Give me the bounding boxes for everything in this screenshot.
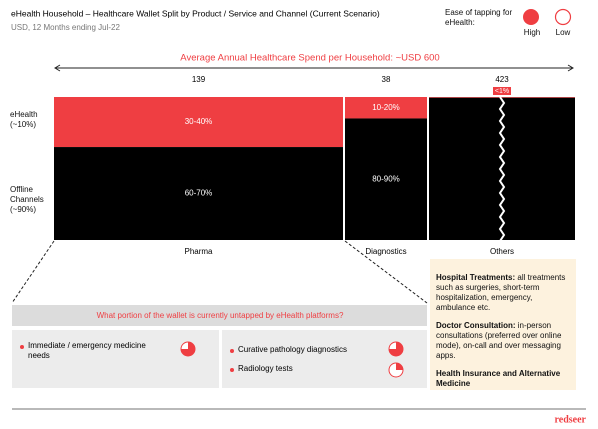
row-label: eHealth (~10%)	[10, 110, 38, 129]
ease-pie	[396, 363, 403, 370]
note-text: in-person consultations (preferred over …	[436, 321, 562, 360]
brand-logo: redseer	[555, 414, 587, 425]
legend-low-label: Low	[555, 28, 571, 37]
untapped-text: Radiology tests	[238, 364, 293, 373]
untapped-box	[12, 330, 219, 388]
value-label: <1%	[495, 88, 509, 95]
note-text: all treatments such as surgeries, short-…	[436, 273, 566, 312]
note-item: Doctor Consultation: in-person consultat…	[436, 321, 572, 361]
dashed-connector	[344, 240, 428, 304]
bullet	[230, 368, 234, 372]
dashed-connector	[11, 240, 55, 304]
legend-title: Ease of tapping for eHealth:	[445, 8, 513, 27]
others-note-box	[430, 259, 576, 390]
question-box	[12, 305, 427, 326]
ease-pie	[389, 342, 403, 356]
chart-header: Average Annual Healthcare Spend per Hous…	[180, 53, 439, 64]
row-label: Offline Channels (~90%)	[10, 185, 44, 214]
segment	[345, 97, 427, 119]
segment	[429, 97, 575, 98]
value-label: 10-20%	[372, 103, 400, 112]
untapped-box	[222, 330, 427, 388]
note-heading: Doctor Consultation:	[436, 321, 516, 330]
value-label: 80-90%	[372, 174, 400, 183]
note-heading: Health Insurance and Alternative Medicin…	[436, 369, 561, 388]
question-text: What portion of the wallet is currently …	[97, 311, 344, 320]
untapped-text: Curative pathology diagnostics	[238, 345, 347, 354]
chart-subtitle: USD, 12 Months ending Jul-22	[11, 23, 121, 32]
note-item: Hospital Treatments: all treatments such…	[436, 273, 572, 313]
untapped-item: Radiology tests	[238, 364, 293, 373]
legend-high-label: High	[523, 28, 541, 37]
x-tick-label: Others	[490, 247, 514, 256]
segment	[54, 97, 343, 148]
bullet	[20, 345, 24, 349]
untapped-item: Immediate / emergency medicine needs	[28, 341, 146, 360]
note-heading: Hospital Treatments:	[436, 273, 516, 282]
value-label: 30-40%	[185, 117, 213, 126]
axis-break	[498, 96, 506, 242]
column-total-label: 139	[192, 75, 206, 84]
segment	[54, 147, 343, 240]
chart-title: eHealth Household – Healthcare Wallet Sp…	[11, 8, 380, 18]
column-total-label: 423	[495, 75, 509, 84]
ease-pie	[181, 342, 195, 356]
arrow-heads	[54, 64, 574, 72]
legend-low-icon	[554, 8, 572, 26]
segment	[345, 118, 427, 240]
x-tick-label: Pharma	[184, 247, 213, 256]
value-label: 60-70%	[185, 189, 213, 198]
note-item: Health Insurance and Alternative Medicin…	[436, 369, 572, 389]
others-notes: Hospital Treatments: all treatments such…	[436, 265, 572, 397]
untapped-text: Immediate / emergency medicine needs	[28, 341, 146, 360]
x-tick-label: Diagnostics	[365, 247, 406, 256]
untapped-item: Curative pathology diagnostics	[238, 345, 347, 354]
legend-high-icon	[523, 9, 539, 25]
segment	[429, 97, 575, 240]
bullet	[230, 349, 234, 353]
value-label-tag	[493, 87, 511, 95]
column-total-label: 38	[382, 75, 391, 84]
